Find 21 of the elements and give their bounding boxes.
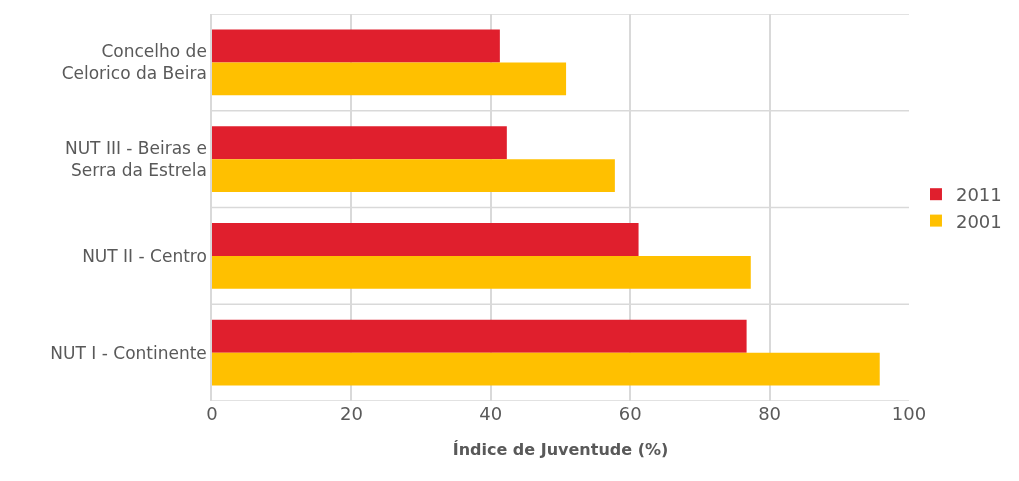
legend-label: 2001	[955, 210, 1002, 232]
y-tick-label: NUT I - Continente	[50, 342, 207, 363]
bar	[212, 352, 880, 386]
y-tick-label: NUT III - Beiras e Serra da Estrela	[64, 138, 207, 181]
x-tick-label: 0	[206, 403, 218, 424]
bar	[212, 319, 747, 353]
x-tick-label: 80	[758, 403, 782, 424]
y-tick-label: NUT II - Centro	[82, 245, 207, 266]
x-axis-title: Índice de Juventude (%)	[452, 439, 669, 459]
x-tick-label: 40	[479, 403, 503, 424]
y-tick-label: Concelho de Celorico da Beira	[61, 41, 207, 84]
x-tick-label: 20	[339, 403, 363, 424]
legend-label: 2011	[955, 184, 1002, 206]
bar	[212, 29, 500, 63]
x-tick-label: 60	[618, 403, 642, 424]
bar	[212, 222, 639, 256]
bar	[212, 126, 507, 160]
bar	[212, 62, 567, 96]
bar	[212, 255, 751, 289]
x-tick-label: 100	[891, 403, 927, 424]
bar	[212, 159, 615, 193]
